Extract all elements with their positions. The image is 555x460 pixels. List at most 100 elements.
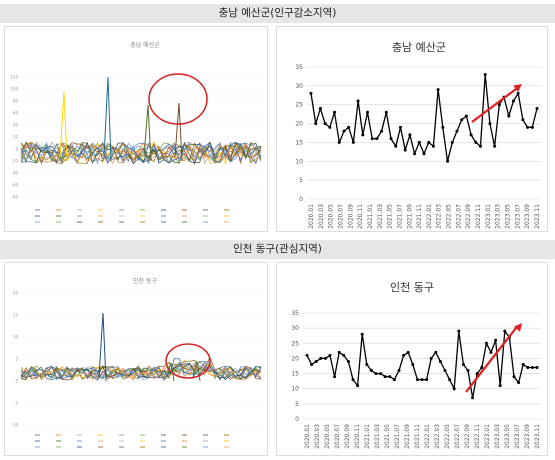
data-point xyxy=(535,106,539,110)
x-tick-label: 2021.05 xyxy=(387,204,394,229)
data-point xyxy=(503,329,507,333)
overlay-spike-line xyxy=(98,312,107,382)
x-tick-label: 2020.01 xyxy=(304,424,311,449)
y-tick-label: 40 xyxy=(13,123,19,128)
highlight-circle xyxy=(148,73,208,125)
chart-title: 인천 동구 xyxy=(390,280,434,294)
data-point xyxy=(309,91,313,95)
data-point xyxy=(370,137,374,141)
x-tick-label: 2023.01 xyxy=(484,424,491,449)
data-point xyxy=(397,369,401,373)
data-point xyxy=(431,144,435,148)
x-tick-label: 2022.01 xyxy=(424,424,431,449)
y-tick-label: 10 xyxy=(295,158,303,165)
main-chart-panel-incheon: 인천 동구 0 5 10 15 20 25 30 35 2020.01 2020.03 2020.… xyxy=(276,262,548,456)
data-point xyxy=(361,133,365,137)
data-point xyxy=(526,125,530,129)
overlay-series-line xyxy=(20,362,262,381)
y-tick-label: 0 xyxy=(299,196,303,203)
data-point xyxy=(446,159,450,163)
data-point xyxy=(498,384,502,388)
x-tick-label: 2021.09 xyxy=(404,424,411,449)
data-point xyxy=(337,350,341,354)
x-tick-label: 2020.11 xyxy=(357,204,364,229)
trend-arrow xyxy=(465,327,517,393)
overlay-spike-line xyxy=(166,362,175,382)
data-point xyxy=(323,122,327,126)
data-point xyxy=(461,362,465,366)
x-tick-label: 2021.07 xyxy=(394,424,401,449)
data-point xyxy=(384,110,388,114)
data-point xyxy=(521,118,525,122)
trend-arrow-head xyxy=(513,323,522,332)
x-tick-label: 2021.03 xyxy=(377,204,384,229)
overlay-spike-line xyxy=(174,102,183,162)
data-point xyxy=(484,341,488,345)
overlay-spike-line xyxy=(59,91,68,162)
data-point xyxy=(366,110,369,114)
overlay-series-line xyxy=(20,359,262,381)
data-point xyxy=(417,140,421,144)
data-point xyxy=(388,375,392,379)
data-point xyxy=(415,378,419,382)
y-tick-label: 100 xyxy=(10,87,18,92)
data-point xyxy=(448,378,452,382)
x-tick-label: 2020.05 xyxy=(324,424,331,449)
y-tick-label: 20 xyxy=(13,135,19,140)
data-point xyxy=(493,144,497,148)
small-chart-title: 인천 동구 xyxy=(133,277,157,285)
data-point xyxy=(356,384,360,388)
data-point xyxy=(497,103,501,107)
data-point xyxy=(333,110,337,114)
y-tick-label: 20 xyxy=(291,355,299,362)
data-point xyxy=(305,353,309,357)
data-point xyxy=(469,133,473,137)
x-tick-label: 2023.03 xyxy=(495,204,502,229)
data-point xyxy=(319,356,323,360)
y-tick-label: 0 xyxy=(15,379,18,384)
data-point xyxy=(489,350,493,354)
main-chart-panel-yesan: 충남 예산군 0 5 10 15 20 25 30 35 2020.01 2020.03 2020… xyxy=(276,26,548,232)
x-tick-label: 2020.03 xyxy=(318,204,325,229)
data-point xyxy=(460,118,464,122)
data-point xyxy=(380,129,384,133)
y-tick-label: -10 xyxy=(11,423,18,428)
x-tick-label: 2021.03 xyxy=(374,424,381,449)
section-header-incheon: 인천 동구(관심지역) xyxy=(0,240,555,259)
y-tick-label: 15 xyxy=(295,139,303,146)
x-tick-label: 2020.07 xyxy=(334,424,341,449)
y-tick-label: -80 xyxy=(11,195,18,200)
x-tick-label: 2022.07 xyxy=(455,204,462,229)
overlay-spike-line xyxy=(143,104,152,162)
highlight-circle xyxy=(165,343,211,379)
x-tick-label: 2022.05 xyxy=(446,204,453,229)
overlay-spike-line xyxy=(103,76,112,162)
data-point xyxy=(455,129,459,133)
small-chart-incheon: 인천 동구 20 15 10 5 0 -5 -10 xyxy=(11,277,262,448)
data-point xyxy=(466,369,470,373)
y-tick-label: 20 xyxy=(295,121,303,128)
x-tick-label: 2023.03 xyxy=(494,424,501,449)
data-point xyxy=(434,350,438,354)
y-tick-label: 60 xyxy=(13,111,19,116)
data-point xyxy=(310,362,314,366)
data-point xyxy=(512,375,516,379)
data-point xyxy=(420,378,424,382)
x-tick-label: 2021.01 xyxy=(364,424,371,449)
data-point xyxy=(535,366,539,370)
data-point xyxy=(471,396,475,400)
trend-arrow-head xyxy=(513,84,522,93)
small-chart-panel-incheon: 인천 동구 20 15 10 5 0 -5 -10 xyxy=(4,262,268,456)
data-point xyxy=(342,353,346,357)
data-point xyxy=(346,359,350,363)
data-point xyxy=(517,381,521,385)
data-point xyxy=(438,359,442,363)
x-tick-label: 2022.11 xyxy=(475,204,482,229)
data-point xyxy=(374,372,378,376)
x-tick-label: 2021.11 xyxy=(416,204,423,229)
data-point xyxy=(526,366,530,370)
data-point xyxy=(429,356,433,360)
data-point xyxy=(402,353,406,357)
